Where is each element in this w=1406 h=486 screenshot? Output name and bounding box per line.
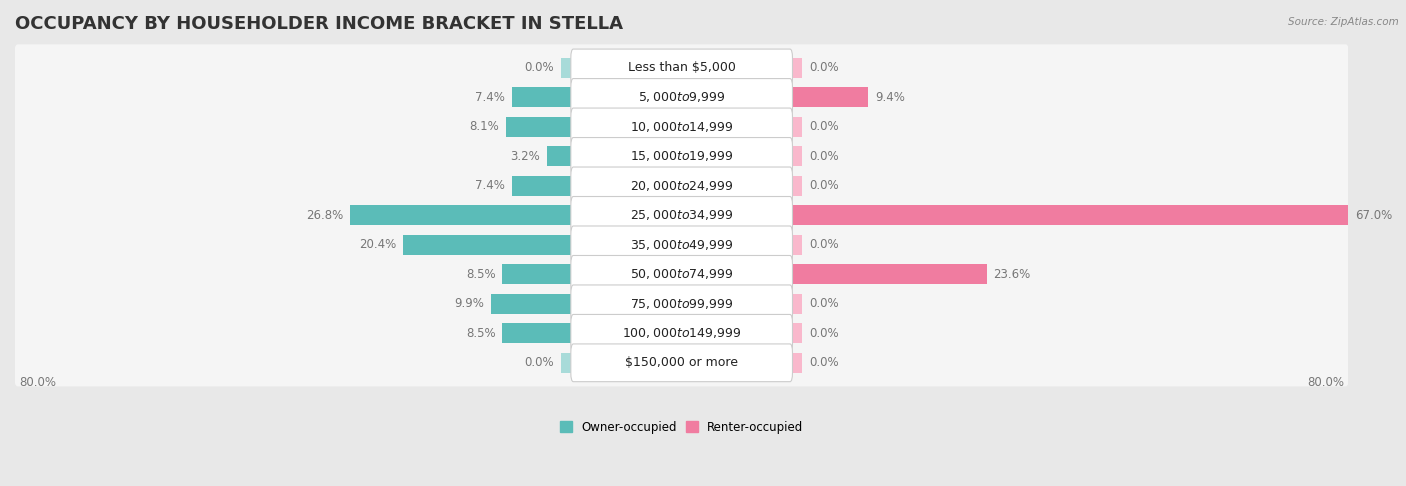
Bar: [790, 146, 803, 166]
Bar: [502, 264, 574, 284]
Bar: [404, 235, 574, 255]
Text: $15,000 to $19,999: $15,000 to $19,999: [630, 149, 734, 163]
FancyBboxPatch shape: [14, 133, 1350, 180]
Bar: [790, 176, 803, 196]
Bar: [547, 146, 574, 166]
Bar: [491, 294, 574, 314]
FancyBboxPatch shape: [571, 49, 793, 87]
Text: OCCUPANCY BY HOUSEHOLDER INCOME BRACKET IN STELLA: OCCUPANCY BY HOUSEHOLDER INCOME BRACKET …: [15, 15, 623, 33]
Text: $75,000 to $99,999: $75,000 to $99,999: [630, 297, 734, 311]
Text: 0.0%: 0.0%: [808, 327, 839, 340]
FancyBboxPatch shape: [14, 104, 1350, 151]
FancyBboxPatch shape: [571, 344, 793, 382]
Text: 80.0%: 80.0%: [1308, 376, 1344, 389]
FancyBboxPatch shape: [571, 167, 793, 205]
Bar: [790, 294, 803, 314]
Bar: [502, 323, 574, 343]
Text: $5,000 to $9,999: $5,000 to $9,999: [638, 90, 725, 104]
Bar: [350, 206, 574, 226]
FancyBboxPatch shape: [571, 79, 793, 116]
Text: 23.6%: 23.6%: [993, 268, 1031, 281]
Text: 3.2%: 3.2%: [510, 150, 540, 163]
FancyBboxPatch shape: [571, 285, 793, 323]
Bar: [790, 264, 987, 284]
FancyBboxPatch shape: [14, 192, 1350, 239]
Bar: [790, 323, 803, 343]
Text: $100,000 to $149,999: $100,000 to $149,999: [621, 326, 741, 340]
FancyBboxPatch shape: [14, 339, 1350, 386]
FancyBboxPatch shape: [571, 196, 793, 234]
FancyBboxPatch shape: [14, 74, 1350, 121]
FancyBboxPatch shape: [571, 314, 793, 352]
Text: 0.0%: 0.0%: [524, 356, 554, 369]
Text: 9.9%: 9.9%: [454, 297, 484, 311]
FancyBboxPatch shape: [571, 226, 793, 264]
Text: 0.0%: 0.0%: [808, 238, 839, 251]
FancyBboxPatch shape: [14, 310, 1350, 357]
Text: 0.0%: 0.0%: [808, 179, 839, 192]
Text: 80.0%: 80.0%: [20, 376, 56, 389]
Text: 8.1%: 8.1%: [470, 121, 499, 134]
Bar: [561, 58, 574, 78]
Bar: [506, 117, 574, 137]
FancyBboxPatch shape: [571, 108, 793, 146]
Text: $50,000 to $74,999: $50,000 to $74,999: [630, 267, 734, 281]
Bar: [790, 235, 803, 255]
Text: 8.5%: 8.5%: [467, 327, 496, 340]
Text: 67.0%: 67.0%: [1355, 209, 1392, 222]
FancyBboxPatch shape: [14, 162, 1350, 209]
Bar: [512, 87, 574, 107]
Text: Less than $5,000: Less than $5,000: [627, 61, 735, 74]
Text: $150,000 or more: $150,000 or more: [626, 356, 738, 369]
Text: 0.0%: 0.0%: [808, 297, 839, 311]
FancyBboxPatch shape: [571, 138, 793, 175]
Text: Source: ZipAtlas.com: Source: ZipAtlas.com: [1288, 17, 1399, 27]
Text: 7.4%: 7.4%: [475, 91, 505, 104]
Bar: [512, 176, 574, 196]
Text: 20.4%: 20.4%: [360, 238, 396, 251]
Bar: [790, 117, 803, 137]
Text: $10,000 to $14,999: $10,000 to $14,999: [630, 120, 734, 134]
Text: 7.4%: 7.4%: [475, 179, 505, 192]
Text: 9.4%: 9.4%: [875, 91, 905, 104]
Text: 0.0%: 0.0%: [524, 61, 554, 74]
Bar: [790, 58, 803, 78]
Text: 0.0%: 0.0%: [808, 150, 839, 163]
Text: $20,000 to $24,999: $20,000 to $24,999: [630, 179, 734, 193]
FancyBboxPatch shape: [14, 44, 1350, 91]
Text: 8.5%: 8.5%: [467, 268, 496, 281]
Bar: [790, 87, 869, 107]
Text: 26.8%: 26.8%: [307, 209, 343, 222]
Text: $25,000 to $34,999: $25,000 to $34,999: [630, 208, 734, 223]
Text: 0.0%: 0.0%: [808, 356, 839, 369]
Legend: Owner-occupied, Renter-occupied: Owner-occupied, Renter-occupied: [557, 417, 807, 437]
Text: 0.0%: 0.0%: [808, 61, 839, 74]
Bar: [790, 206, 1348, 226]
Text: $35,000 to $49,999: $35,000 to $49,999: [630, 238, 734, 252]
Bar: [790, 353, 803, 373]
Text: 0.0%: 0.0%: [808, 121, 839, 134]
FancyBboxPatch shape: [14, 221, 1350, 268]
Bar: [561, 353, 574, 373]
FancyBboxPatch shape: [571, 256, 793, 293]
FancyBboxPatch shape: [14, 280, 1350, 328]
FancyBboxPatch shape: [14, 251, 1350, 298]
